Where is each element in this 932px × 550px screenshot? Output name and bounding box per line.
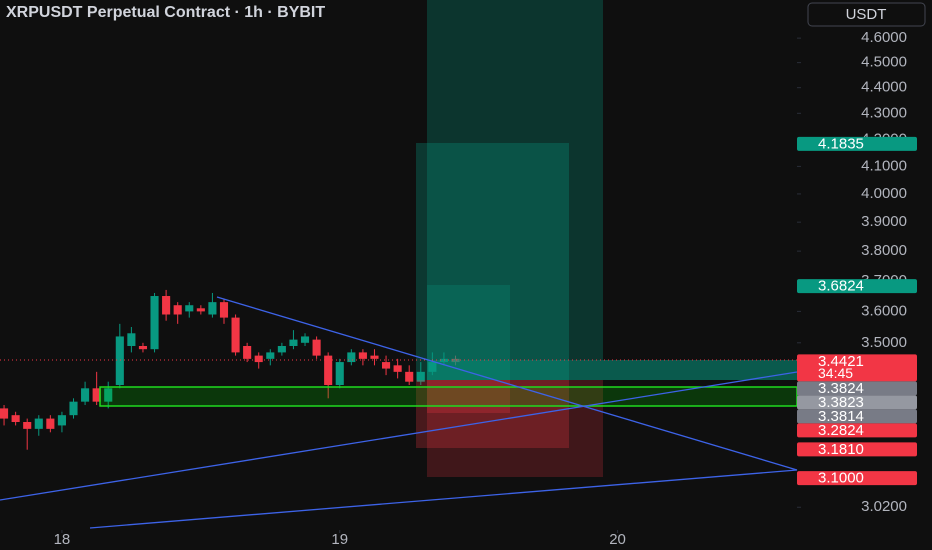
candle-body: [11, 415, 20, 422]
candle-body: [416, 371, 425, 382]
candle-body: [173, 305, 182, 315]
y-tick-label: 3.8000: [861, 242, 907, 259]
candles: [0, 289, 460, 450]
x-tick-label: 20: [609, 531, 626, 548]
currency-button-label[interactable]: USDT: [846, 6, 887, 23]
y-tick-label: 3.0200: [861, 498, 907, 515]
candle-body: [277, 345, 286, 353]
y-tick-label: 4.1000: [861, 157, 907, 174]
candle-body: [243, 345, 252, 359]
x-tick-label: 19: [331, 531, 348, 548]
price-badge: [797, 471, 917, 486]
candle-body: [219, 302, 229, 318]
trend-line: [89, 469, 798, 529]
candle-body: [393, 365, 402, 372]
price-badge-label: 3.3824: [818, 380, 864, 397]
price-badge-label: 3.2824: [818, 422, 864, 439]
candle-body: [69, 401, 78, 416]
entry-band: [427, 360, 797, 380]
candle-body: [150, 296, 159, 350]
target-zone: [427, 0, 603, 360]
y-tick-label: 3.6000: [861, 302, 907, 319]
stop-zone: [427, 380, 510, 413]
candle-body: [289, 339, 298, 346]
price-badge-label: 3.1810: [818, 441, 864, 458]
price-badge: [797, 395, 917, 410]
y-tick-label: 3.5000: [861, 334, 907, 351]
candle-body: [34, 418, 43, 429]
price-badge: [797, 136, 917, 151]
candle-body: [335, 362, 344, 385]
price-badge: [797, 354, 917, 382]
price-badge: [797, 423, 917, 438]
price-badge: [797, 409, 917, 424]
candle-body: [104, 388, 113, 402]
candle-body: [0, 408, 9, 419]
candle-body: [324, 355, 333, 385]
candle-body: [358, 352, 367, 359]
candle-body: [23, 421, 32, 429]
support-box: [99, 386, 798, 407]
candle-body: [196, 308, 205, 312]
price-badge-label: 3.6824: [818, 278, 864, 295]
candle-body: [254, 355, 263, 363]
chart-title: XRPUSDT Perpetual Contract · 1h · BYBIT: [6, 4, 325, 21]
currency-button[interactable]: [807, 2, 926, 27]
candle-body: [81, 388, 90, 402]
price-badge-label: 3.3814: [818, 408, 864, 425]
candle-body: [370, 355, 379, 359]
candle-body: [300, 336, 310, 343]
candle-body: [115, 336, 124, 385]
y-tick-label: 4.3000: [861, 104, 907, 121]
y-tick-label: 4.5000: [861, 54, 907, 71]
stop-zone: [427, 380, 603, 477]
y-tick-label: 4.6000: [861, 29, 907, 46]
candle-body: [405, 371, 414, 382]
price-badge-label: 4.1835: [818, 135, 864, 152]
x-tick-label: 18: [54, 531, 71, 548]
candle-body: [347, 352, 356, 363]
price-badge: [797, 442, 917, 457]
price-badge-label: 3.3823: [818, 394, 864, 411]
candle-body: [127, 333, 136, 346]
candle-body: [57, 415, 66, 426]
price-badge-countdown: 34:45: [818, 365, 853, 381]
candle-body: [138, 345, 148, 350]
candle-body: [231, 317, 240, 353]
candle-body: [162, 296, 171, 315]
y-tick-label: 3.9000: [861, 213, 907, 230]
price-badge: [797, 279, 917, 294]
candle-body: [46, 418, 55, 429]
price-badge-label: 3.1000: [818, 470, 864, 487]
target-zone: [416, 143, 569, 380]
candle-body: [208, 302, 217, 315]
y-tick-label: 4.0000: [861, 185, 907, 202]
y-tick-label: 4.4000: [861, 79, 907, 96]
candle-body: [92, 388, 101, 402]
candle-body: [312, 339, 321, 356]
candle-body: [185, 305, 194, 312]
drawings: [0, 0, 798, 529]
price-badge: [797, 381, 917, 396]
stop-zone: [416, 380, 569, 448]
candle-body: [382, 362, 391, 369]
price-badge-label: 3.4421: [818, 353, 864, 370]
trend-line: [0, 371, 798, 501]
candle-body: [266, 352, 275, 359]
trend-line: [216, 296, 798, 471]
